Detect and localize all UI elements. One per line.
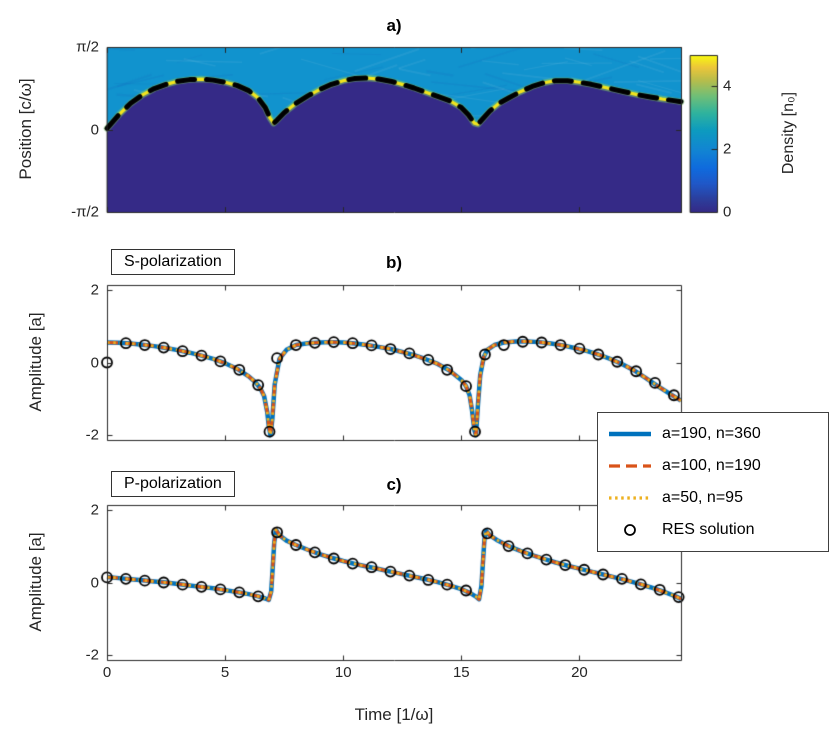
legend-circle-marker-icon bbox=[624, 524, 636, 536]
legend-entry: a=190, n=360 bbox=[598, 418, 828, 450]
legend-entry: RES solution bbox=[598, 514, 828, 546]
legend-line-sample-dashed bbox=[609, 464, 651, 468]
legend-line-sample-solid bbox=[609, 431, 651, 437]
legend-entry: a=50, n=95 bbox=[598, 482, 828, 514]
x-axis-label: Time [1/ω] bbox=[354, 705, 434, 724]
p-polarization-label-box: P-polarization bbox=[111, 471, 235, 497]
legend-label: a=50, n=95 bbox=[662, 489, 743, 506]
panel-c-ylabel: Amplitude [a] bbox=[26, 532, 45, 632]
legend-entry: a=100, n=190 bbox=[598, 450, 828, 482]
legend-rows: a=190, n=360 a=100, n=190 a=50, n=95 RES so… bbox=[598, 418, 828, 546]
s-polarization-label-box: S-polarization bbox=[111, 249, 235, 275]
legend-line-sample-dotted bbox=[609, 496, 651, 500]
panel-c-title: c) bbox=[386, 475, 402, 494]
panel-b-ylabel: Amplitude [a] bbox=[26, 312, 45, 412]
legend-label: a=190, n=360 bbox=[662, 425, 761, 442]
legend-label: RES solution bbox=[662, 521, 755, 538]
legend-label: a=100, n=190 bbox=[662, 457, 761, 474]
colorbar-label: Density [n₀] bbox=[780, 91, 797, 175]
panel-a-ylabel: Position [c/ω] bbox=[16, 78, 35, 180]
panel-a-title: a) bbox=[386, 16, 402, 35]
panel-b-title: b) bbox=[385, 253, 403, 272]
legend: a=190, n=360 a=100, n=190 a=50, n=95 RES so… bbox=[597, 412, 829, 552]
